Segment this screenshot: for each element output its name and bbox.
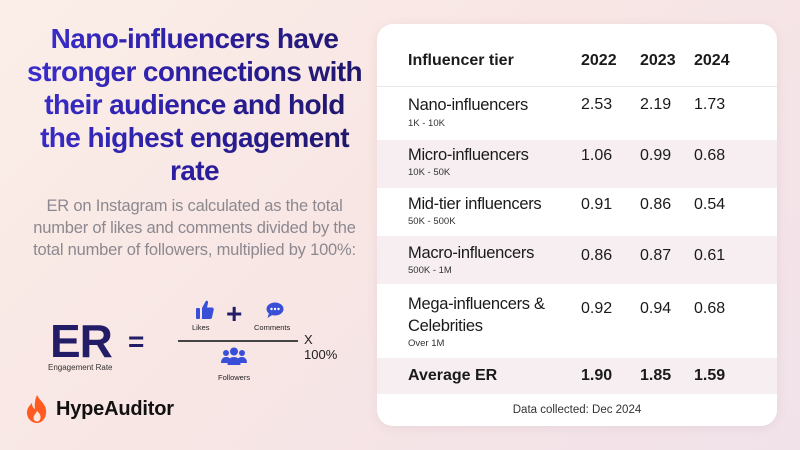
left-panel: Nano-influencers have stronger connectio… <box>22 22 367 261</box>
table-row: Micro-influencers 10K - 50K 1.06 0.99 0.… <box>377 140 777 188</box>
value-2022: 0.91 <box>581 196 613 213</box>
tier-name: Micro-influencers <box>408 146 529 164</box>
multiplier-label: X 100% <box>304 332 338 362</box>
value-2024: 0.68 <box>694 300 726 317</box>
table-row: Mega-influencers & Celebrities Over 1M 0… <box>377 284 777 358</box>
er-table-card: Influencer tier 2022 2023 2024 Nano-infl… <box>377 24 777 426</box>
col-header-tier: Influencer tier <box>408 52 514 69</box>
plus-sign: + <box>226 298 243 329</box>
value-2022: 1.06 <box>581 147 613 164</box>
value-2023: 0.94 <box>640 300 672 317</box>
er-formula: ER Engagement Rate = Likes + Comments Fo… <box>28 298 348 390</box>
tier-name: Mega-influencers & Celebrities <box>408 295 545 335</box>
value-2022: 0.92 <box>581 300 613 317</box>
value-2023: 0.99 <box>640 147 672 164</box>
tier-name: Macro-influencers <box>408 244 535 262</box>
tier-range: 500K - 1M <box>408 265 452 276</box>
value-2024: 0.61 <box>694 247 726 264</box>
followers-icon <box>221 347 247 365</box>
brand-name: HypeAuditor <box>56 397 174 420</box>
thumbs-up-icon <box>196 300 214 319</box>
value-2024: 1.73 <box>694 96 726 113</box>
tier-name: Nano-influencers <box>408 96 528 114</box>
table-row: Nano-influencers 1K - 10K 2.53 2.19 1.73 <box>377 86 777 140</box>
tier-range: 10K - 50K <box>408 167 451 178</box>
headline: Nano-influencers have stronger connectio… <box>22 22 367 187</box>
table-row: Macro-influencers 500K - 1M 0.86 0.87 0.… <box>377 236 777 284</box>
flame-icon <box>27 395 47 423</box>
comments-label: Comments <box>254 323 291 332</box>
tier-range: 50K - 500K <box>408 216 456 227</box>
fraction-line <box>178 340 298 342</box>
tier-range: Over 1M <box>408 338 445 349</box>
value-2023: 2.19 <box>640 96 672 113</box>
value-2022: 2.53 <box>581 96 613 113</box>
average-label: Average ER <box>408 367 498 384</box>
tier-range: 1K - 10K <box>408 118 445 129</box>
table-row: Mid-tier influencers 50K - 500K 0.91 0.8… <box>377 188 777 236</box>
er-symbol: ER <box>50 315 113 367</box>
equals-sign: = <box>128 326 145 357</box>
brand-logo: HypeAuditor <box>26 395 174 423</box>
col-header-2024: 2024 <box>694 52 730 69</box>
followers-label: Followers <box>218 373 251 382</box>
tier-name: Mid-tier influencers <box>408 195 542 213</box>
value-2023: 0.86 <box>640 196 672 213</box>
er-caption: Engagement Rate <box>48 363 113 372</box>
value-2024: 0.68 <box>694 147 726 164</box>
average-2023: 1.85 <box>640 367 672 384</box>
average-2024: 1.59 <box>694 367 726 384</box>
average-2022: 1.90 <box>581 367 613 384</box>
table-header-row: Influencer tier 2022 2023 2024 <box>377 24 777 96</box>
comment-icon <box>266 302 284 318</box>
col-header-2023: 2023 <box>640 52 676 69</box>
average-row: Average ER 1.90 1.85 1.59 <box>377 358 777 394</box>
col-header-2022: 2022 <box>581 52 617 69</box>
value-2022: 0.86 <box>581 247 613 264</box>
data-collected-note: Data collected: Dec 2024 <box>512 404 642 416</box>
value-2023: 0.87 <box>640 247 672 264</box>
value-2024: 0.54 <box>694 196 726 213</box>
likes-label: Likes <box>192 323 210 332</box>
er-description: ER on Instagram is calculated as the tot… <box>33 197 356 259</box>
